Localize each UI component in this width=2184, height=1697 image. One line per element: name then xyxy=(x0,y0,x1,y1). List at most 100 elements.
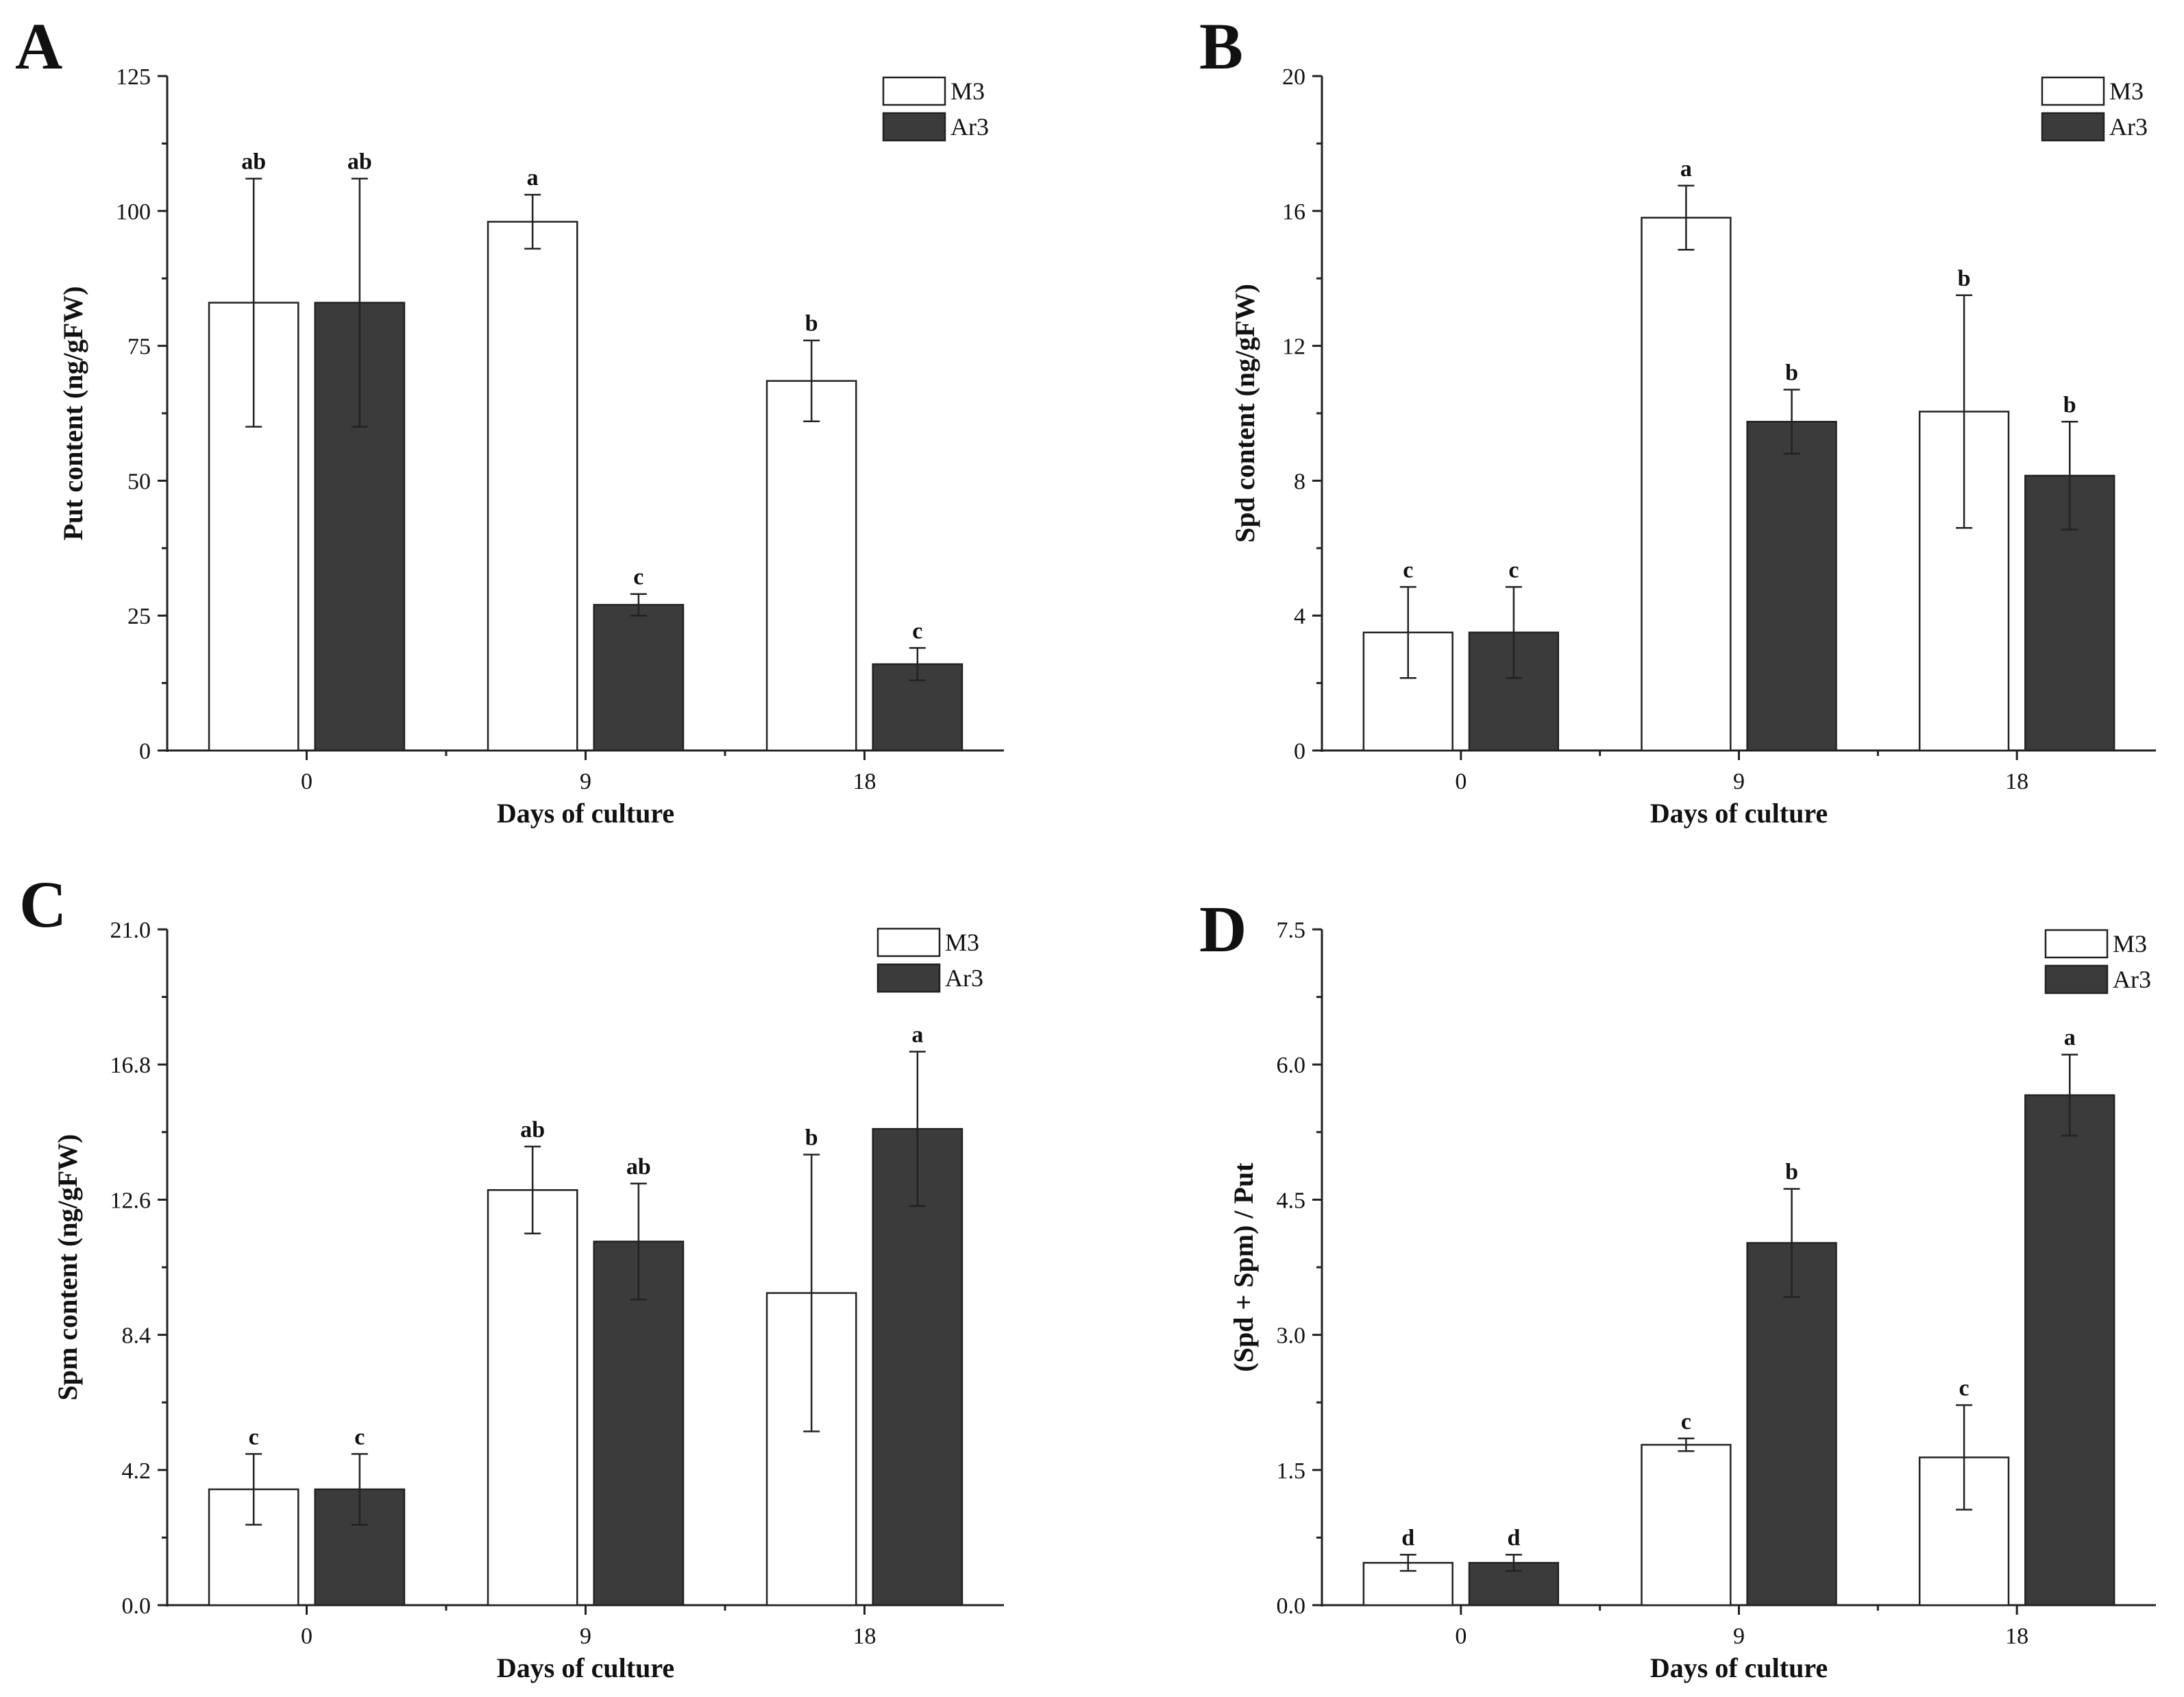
significance-letter: b xyxy=(1958,266,1971,291)
x-tick-label: 18 xyxy=(2005,1624,2028,1649)
bar-ar3-day-9 xyxy=(593,604,685,752)
y-axis-title: Put content (ng/gFW) xyxy=(58,286,88,540)
bar-ar3-day-9 xyxy=(593,1241,685,1607)
y-tick-label: 20 xyxy=(1282,64,1305,90)
significance-letter: a xyxy=(911,1022,923,1047)
legend-label-ar3: Ar3 xyxy=(2109,113,2148,141)
significance-letter: b xyxy=(805,311,818,337)
significance-letter: c xyxy=(912,618,922,644)
significance-letter: d xyxy=(1507,1525,1520,1550)
panel-letter: B xyxy=(1199,10,1243,83)
significance-letter: c xyxy=(249,1424,259,1450)
legend-swatch-m3 xyxy=(882,76,946,106)
y-tick-label: 1.5 xyxy=(1277,1458,1306,1484)
y-axis-title: (Spd + Spm) / Put xyxy=(1228,1162,1259,1372)
y-tick-label: 8.4 xyxy=(122,1323,151,1349)
y-axis-title: Spd content (ng/gFW) xyxy=(1229,284,1260,543)
significance-letter: b xyxy=(1785,361,1798,386)
significance-letter: c xyxy=(354,1424,365,1450)
y-tick-label: 4 xyxy=(1294,604,1305,629)
legend-swatch-ar3 xyxy=(882,112,946,142)
x-axis-title: Days of culture xyxy=(1650,798,1828,829)
bar-m3-day-9 xyxy=(487,1189,578,1607)
y-tick-label: 0 xyxy=(139,739,151,764)
x-axis-title: Days of culture xyxy=(497,798,674,829)
y-tick-label: 12.6 xyxy=(110,1188,151,1213)
y-tick-label: 6.0 xyxy=(1277,1053,1306,1078)
significance-letter: ab xyxy=(626,1154,651,1180)
y-tick-label: 0 xyxy=(1294,739,1305,764)
significance-letter: ab xyxy=(520,1117,545,1143)
legend-swatch-ar3 xyxy=(876,963,941,993)
y-tick-label: 8 xyxy=(1294,469,1305,494)
significance-letter: c xyxy=(1681,1409,1691,1434)
significance-letter: c xyxy=(1959,1376,1970,1401)
y-tick-label: 4.5 xyxy=(1277,1188,1306,1213)
y-tick-label: 50 xyxy=(127,469,151,494)
x-tick-label: 0 xyxy=(1455,1624,1467,1649)
significance-letter: c xyxy=(1403,557,1413,583)
legend-label-ar3: Ar3 xyxy=(2113,966,2151,993)
y-tick-label: 75 xyxy=(127,334,151,360)
y-tick-label: 7.5 xyxy=(1277,918,1306,943)
x-tick-label: 0 xyxy=(301,1624,312,1649)
significance-letter: b xyxy=(1785,1160,1798,1185)
significance-letter: b xyxy=(2063,392,2076,417)
significance-letter: a xyxy=(1680,156,1692,182)
legend-label-m3: M3 xyxy=(2109,77,2144,105)
x-axis-title: Days of culture xyxy=(1650,1652,1828,1683)
y-tick-label: 21.0 xyxy=(110,918,151,943)
legend-swatch-m3 xyxy=(2044,929,2109,959)
x-tick-label: 9 xyxy=(580,769,591,794)
y-tick-label: 125 xyxy=(116,64,151,90)
x-tick-label: 0 xyxy=(301,769,312,794)
x-tick-label: 9 xyxy=(1733,1624,1745,1649)
y-tick-label: 12 xyxy=(1282,334,1305,360)
bar-ar3-day-9 xyxy=(1746,1242,1837,1607)
bar-ar3-day-18 xyxy=(2024,1094,2115,1607)
bar-m3-day-9 xyxy=(487,221,578,752)
panel-letter: C xyxy=(19,868,66,941)
significance-letter: b xyxy=(805,1125,818,1151)
significance-letter: c xyxy=(1508,557,1519,583)
panel-d: D 0.0 1.5 3.0 4.5 6.0 7.5 0 9 18 Days of culture (S… xyxy=(1199,892,2156,1683)
y-tick-label: 100 xyxy=(116,199,151,225)
significance-letter: c xyxy=(633,565,643,590)
significance-letter: a xyxy=(2064,1025,2076,1051)
bar-m3-day-18 xyxy=(765,380,857,752)
y-axis-title: Spm content (ng/gFW) xyxy=(52,1134,83,1401)
x-tick-label: 18 xyxy=(2005,769,2028,794)
y-tick-label: 0.0 xyxy=(1277,1594,1306,1619)
legend-label-m3: M3 xyxy=(945,929,979,956)
significance-letter: a xyxy=(527,165,539,191)
panel-b: B 0 4 8 12 16 20 0 9 18 Days of culture Spd content… xyxy=(1199,10,2156,829)
legend-swatch-m3 xyxy=(876,927,941,957)
panel-letter: D xyxy=(1199,892,1247,966)
legend-label-ar3: Ar3 xyxy=(950,113,989,141)
x-tick-label: 18 xyxy=(853,1624,876,1649)
legend-swatch-ar3 xyxy=(2044,964,2109,994)
y-tick-label: 0.0 xyxy=(122,1594,151,1619)
x-axis-title: Days of culture xyxy=(497,1652,674,1683)
significance-letter: ab xyxy=(241,149,266,175)
significance-letter: d xyxy=(1401,1525,1414,1550)
bar-m3-day-9 xyxy=(1641,1443,1732,1607)
legend-label-m3: M3 xyxy=(2113,930,2147,957)
significance-letter: ab xyxy=(347,149,372,175)
legend-label-ar3: Ar3 xyxy=(945,964,983,992)
x-tick-label: 9 xyxy=(580,1624,591,1649)
y-tick-label: 25 xyxy=(127,604,151,629)
bar-ar3-day-9 xyxy=(1746,421,1837,752)
bar-m3-day-9 xyxy=(1641,217,1732,752)
panel-letter: A xyxy=(15,10,62,83)
y-tick-label: 4.2 xyxy=(122,1458,151,1484)
x-tick-label: 9 xyxy=(1733,769,1745,794)
legend-label-m3: M3 xyxy=(950,77,985,105)
panel-a: A 0 25 50 75 100 125 0 9 18 Days of culture Put con… xyxy=(15,10,1004,829)
x-tick-label: 18 xyxy=(853,769,876,794)
legend-swatch-ar3 xyxy=(2041,112,2105,142)
y-tick-label: 3.0 xyxy=(1277,1323,1306,1349)
panel-c: C 0.0 4.2 8.4 12.6 16.8 21.0 0 9 18 Days of cultur… xyxy=(19,868,1004,1683)
